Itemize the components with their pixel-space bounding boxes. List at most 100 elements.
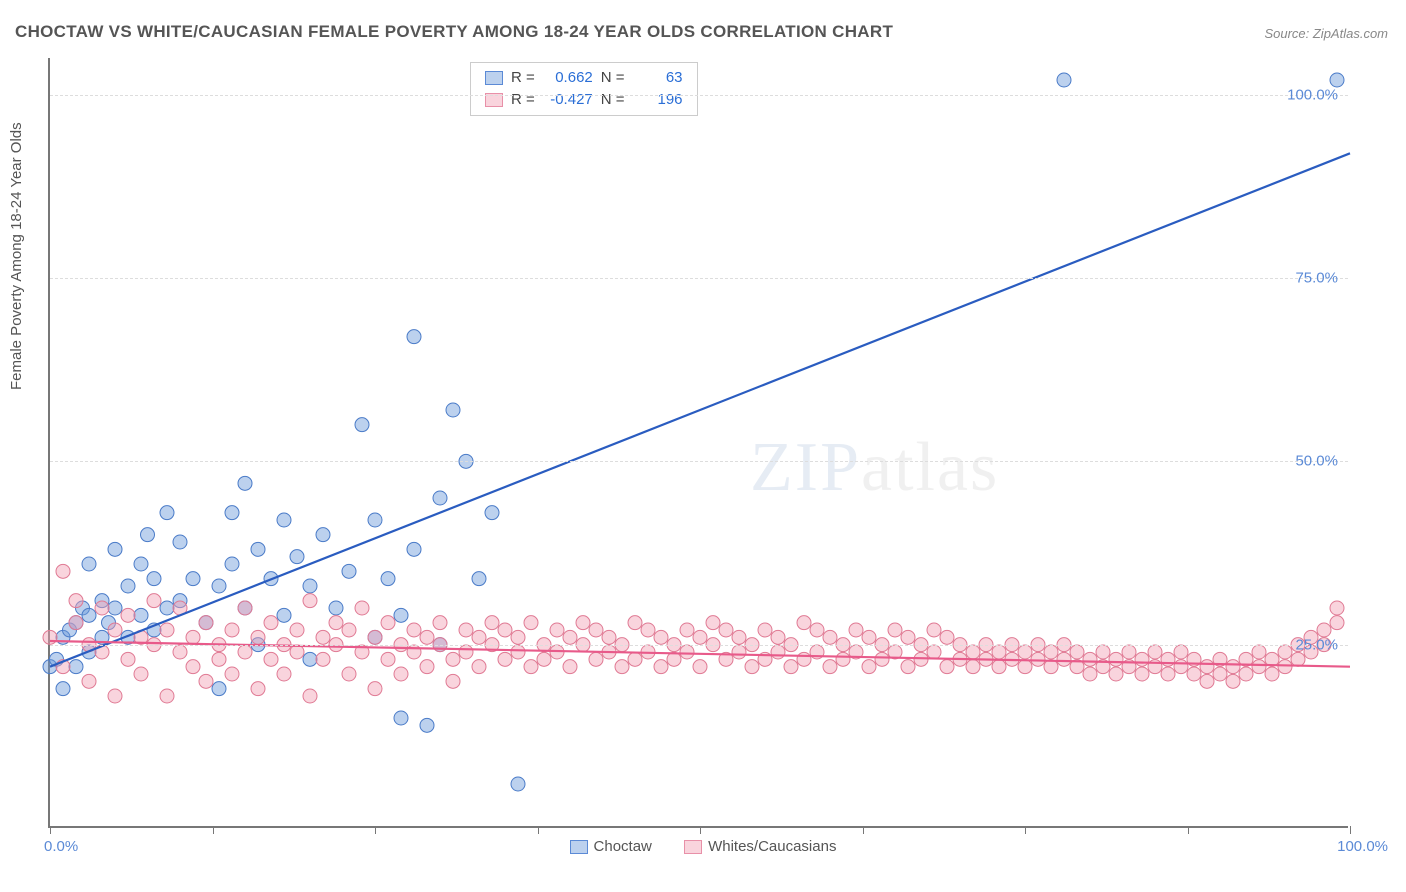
data-point: [992, 645, 1006, 659]
data-point: [69, 594, 83, 608]
trend-line: [50, 153, 1350, 666]
data-point: [160, 601, 174, 615]
data-point: [1018, 660, 1032, 674]
data-point: [186, 630, 200, 644]
data-point: [316, 630, 330, 644]
data-point: [121, 652, 135, 666]
data-point: [1187, 667, 1201, 681]
data-point: [303, 594, 317, 608]
data-point: [355, 418, 369, 432]
x-tick: [1025, 826, 1026, 834]
n-value-white: 196: [633, 89, 683, 111]
data-point: [212, 579, 226, 593]
data-point: [1044, 645, 1058, 659]
data-point: [186, 660, 200, 674]
data-point: [160, 623, 174, 637]
data-point: [342, 564, 356, 578]
data-point: [264, 616, 278, 630]
data-point: [693, 660, 707, 674]
data-point: [810, 623, 824, 637]
data-point: [134, 667, 148, 681]
data-point: [1109, 667, 1123, 681]
n-label: N =: [601, 67, 625, 89]
data-point: [1239, 667, 1253, 681]
data-point: [589, 623, 603, 637]
data-point: [1135, 652, 1149, 666]
stat-legend-row-choctaw: R = 0.662 N = 63: [485, 67, 683, 89]
data-point: [1252, 660, 1266, 674]
data-point: [433, 491, 447, 505]
data-point: [589, 652, 603, 666]
data-point: [1174, 660, 1188, 674]
data-point: [394, 711, 408, 725]
x-tick: [213, 826, 214, 834]
y-axis-label: Female Poverty Among 18-24 Year Olds: [8, 122, 25, 390]
x-tick: [1188, 826, 1189, 834]
data-point: [1070, 645, 1084, 659]
data-point: [823, 630, 837, 644]
data-point: [82, 608, 96, 622]
data-point: [121, 608, 135, 622]
stat-legend-row-white: R = -0.427 N = 196: [485, 89, 683, 111]
data-point: [524, 660, 538, 674]
data-point: [836, 652, 850, 666]
data-point: [251, 682, 265, 696]
data-point: [199, 616, 213, 630]
data-point: [576, 616, 590, 630]
data-point: [524, 616, 538, 630]
x-tick: [863, 826, 864, 834]
plot-area: ZIPatlas R = 0.662 N = 63 R = -0.427 N =…: [48, 58, 1348, 828]
y-tick-label: 25.0%: [1295, 636, 1338, 653]
data-point: [771, 630, 785, 644]
data-point: [1148, 645, 1162, 659]
grid-line: [50, 278, 1348, 279]
data-point: [251, 542, 265, 556]
data-point: [927, 623, 941, 637]
data-point: [1330, 73, 1344, 87]
data-point: [875, 652, 889, 666]
data-point: [407, 623, 421, 637]
data-point: [147, 572, 161, 586]
x-tick: [50, 826, 51, 834]
data-point: [186, 572, 200, 586]
data-point: [342, 623, 356, 637]
x-tick: [700, 826, 701, 834]
data-point: [238, 476, 252, 490]
legend-item-white: Whites/Caucasians: [684, 838, 836, 855]
data-point: [420, 660, 434, 674]
source-label: Source: ZipAtlas.com: [1264, 26, 1388, 41]
data-point: [745, 660, 759, 674]
data-point: [628, 652, 642, 666]
data-point: [1135, 667, 1149, 681]
data-point: [407, 330, 421, 344]
data-point: [69, 660, 83, 674]
data-point: [758, 623, 772, 637]
data-point: [446, 403, 460, 417]
data-point: [173, 645, 187, 659]
data-point: [108, 542, 122, 556]
data-point: [303, 579, 317, 593]
data-point: [680, 623, 694, 637]
data-point: [225, 623, 239, 637]
data-point: [368, 682, 382, 696]
data-point: [56, 564, 70, 578]
r-label: R =: [511, 67, 535, 89]
y-tick-label: 50.0%: [1295, 453, 1338, 470]
data-point: [251, 630, 265, 644]
data-point: [1200, 660, 1214, 674]
data-point: [381, 652, 395, 666]
data-point: [459, 623, 473, 637]
data-point: [108, 623, 122, 637]
swatch-blue: [570, 840, 588, 854]
data-point: [1057, 73, 1071, 87]
data-point: [498, 652, 512, 666]
data-point: [472, 572, 486, 586]
x-tick: [1350, 826, 1351, 834]
data-point: [511, 630, 525, 644]
data-point: [225, 667, 239, 681]
data-point: [394, 608, 408, 622]
data-point: [238, 601, 252, 615]
r-value-choctaw: 0.662: [543, 67, 593, 89]
data-point: [108, 601, 122, 615]
grid-line: [50, 95, 1348, 96]
